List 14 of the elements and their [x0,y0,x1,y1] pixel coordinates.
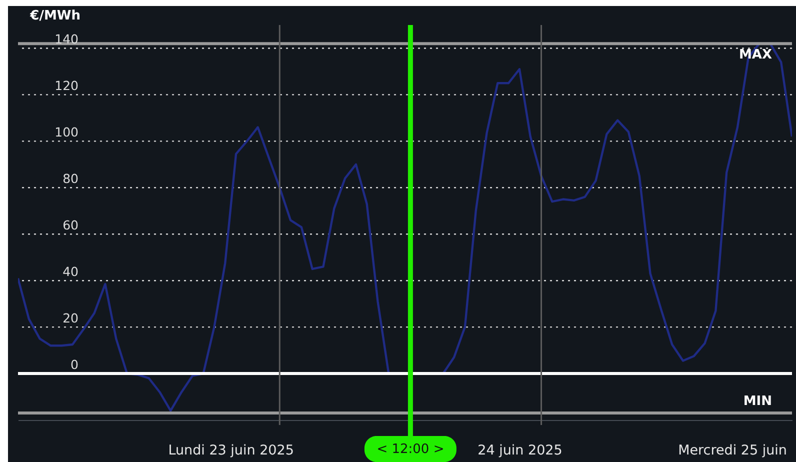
y-tick-label: 0 [70,357,79,372]
y-tick-label: 40 [62,264,79,280]
y-tick-label: 100 [54,124,79,140]
y-tick-label: 120 [54,78,79,94]
ref-line-label: MAX [738,48,772,63]
x-tick-label: Mercredi 25 juin [678,442,787,458]
y-tick-label: 60 [62,218,79,233]
y-tick-label: 20 [62,310,79,326]
ref-line-label: < 12:00 > [376,442,444,457]
x-tick-label: Lundi 23 juin 2025 [168,442,294,458]
ref-line-label: MIN [743,394,772,410]
y-tick-label: 80 [62,171,79,186]
x-tick-label: 24 juin 2025 [478,442,562,458]
y-axis-title: €/MWh [29,8,80,24]
